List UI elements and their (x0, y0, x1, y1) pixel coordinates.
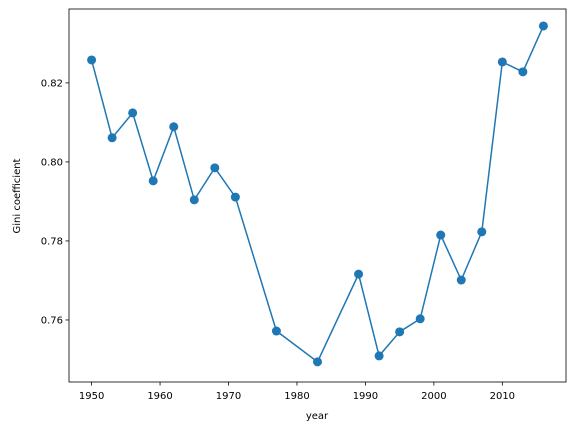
point (395, 327, 405, 337)
point (497, 57, 507, 67)
line (90, 25, 545, 364)
y-tick-label: 0.82 (41, 78, 63, 89)
y-tick-label: 0.78 (41, 236, 63, 247)
point (374, 351, 384, 361)
point (477, 227, 487, 237)
x-tick-label: 1990 (353, 391, 378, 402)
x-tick-label: 2000 (421, 391, 446, 402)
point (189, 195, 199, 205)
y-tick-label: 0.76 (41, 315, 63, 326)
point (107, 133, 117, 143)
point (538, 21, 548, 31)
y-axis-label: Gini coefficient (12, 158, 23, 233)
x-tick-label: 2010 (490, 391, 515, 402)
x-tick-label: 1950 (79, 391, 104, 402)
x-axis-label: year (306, 411, 329, 422)
x-tick-label: 1980 (284, 391, 309, 402)
point (148, 176, 158, 186)
point (169, 122, 179, 132)
point (271, 326, 281, 336)
point (456, 275, 466, 285)
point (230, 192, 240, 202)
point (128, 108, 138, 118)
point (210, 163, 220, 173)
point (518, 67, 528, 77)
plot-frame (68, 8, 567, 383)
y-tick-label: 0.80 (41, 157, 63, 168)
point (354, 269, 364, 279)
point (415, 314, 425, 324)
point (436, 230, 446, 240)
x-tick-label: 1970 (216, 391, 241, 402)
point (313, 357, 322, 367)
point (87, 55, 97, 65)
x-tick-label: 1960 (147, 391, 172, 402)
